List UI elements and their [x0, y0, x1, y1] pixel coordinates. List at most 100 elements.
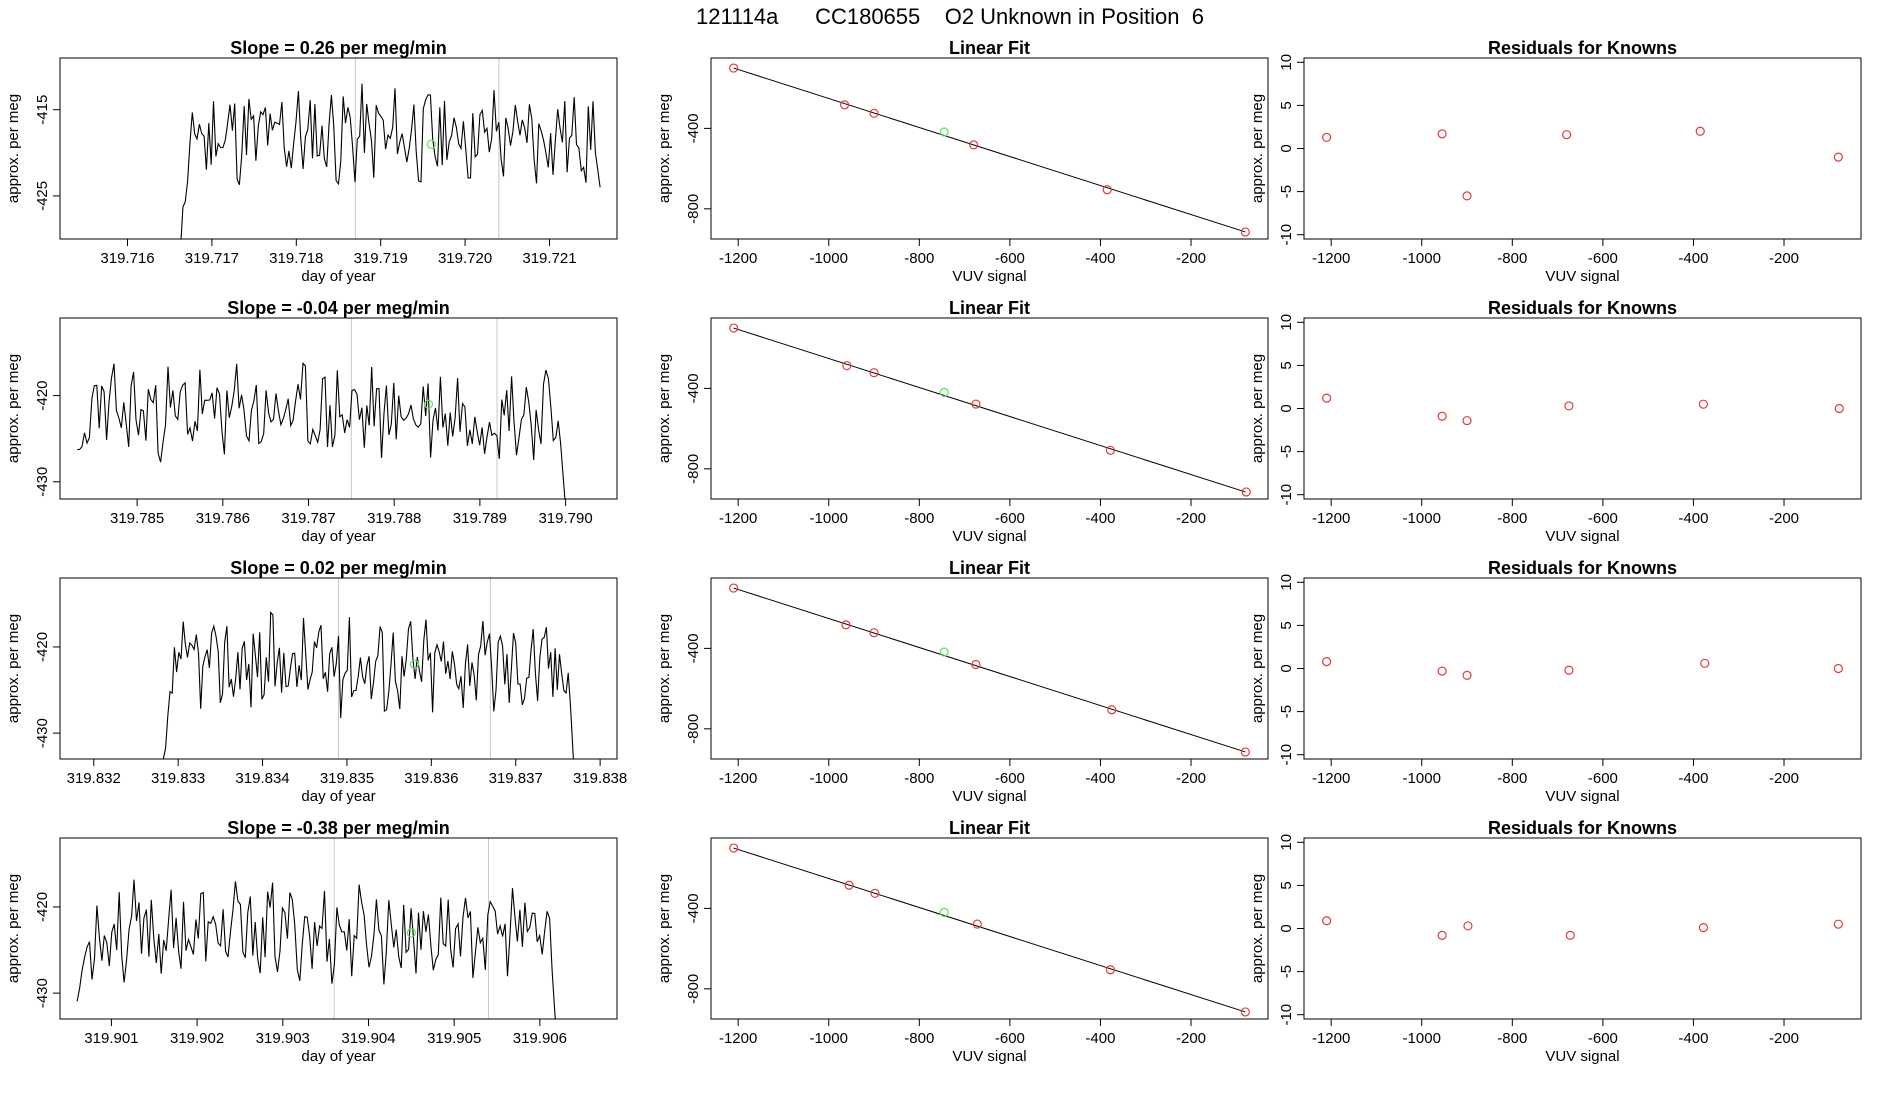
x-tick-label: -1000: [1403, 510, 1441, 527]
x-tick-label: 319.720: [438, 250, 492, 267]
y-tick-label: -425: [34, 181, 51, 211]
known-point: [1833, 919, 1843, 929]
unknown-point: [409, 659, 420, 669]
known-point: [1322, 393, 1332, 403]
plot-area: [1322, 916, 1843, 940]
x-tick-label: -1200: [1312, 770, 1350, 787]
x-tick-label: 319.832: [67, 770, 121, 787]
known-point: [971, 659, 981, 670]
y-tick-label: 5: [1278, 881, 1295, 889]
y-tick-label: -420: [34, 381, 51, 411]
plot-frame: [59, 837, 618, 1020]
plot-area: [1322, 126, 1843, 201]
chart-panel-timeseries-3: Slope = 0.02 per meg/min 319.832 319.833 31…: [5, 558, 627, 805]
y-tick-label: -10: [1278, 224, 1295, 246]
x-tick-label: -200: [1769, 1030, 1799, 1047]
plot-area: [729, 323, 1251, 497]
known-point: [1102, 185, 1112, 195]
y-tick-label: -10: [1278, 484, 1295, 506]
x-tick-label: 319.789: [453, 510, 507, 527]
x-tick-label: 319.718: [269, 250, 323, 267]
x-tick-label: -400: [1678, 510, 1708, 527]
chart-panel-residuals-4: Residuals for Knowns -1200 -1000 -800 -600 -4…: [1249, 818, 1862, 1065]
plot-frame: [710, 317, 1269, 500]
y-tick-label: -420: [34, 632, 51, 662]
plot-frame: [1303, 577, 1862, 760]
x-tick-label: 319.785: [110, 510, 164, 527]
y-tick-label: -5: [1278, 705, 1295, 718]
y-axis-label: approx. per meg: [5, 874, 22, 983]
y-tick-label: -430: [34, 978, 51, 1008]
x-tick-label: -400: [1085, 510, 1115, 527]
known-point: [1462, 415, 1472, 426]
x-axis-label: VUV signal: [1545, 788, 1619, 805]
chart-panel-timeseries-2: Slope = -0.04 per meg/min 319.785 319.786 3…: [5, 298, 618, 545]
x-tick-label: 319.837: [489, 770, 543, 787]
y-tick-label: -400: [685, 373, 702, 403]
x-tick-label: -1200: [719, 510, 757, 527]
chart-panel-residuals-2: Residuals for Knowns -1200 -1000 -800 -600 -4…: [1249, 298, 1862, 545]
plot-frame: [710, 577, 1269, 760]
x-tick-label: 319.786: [196, 510, 250, 527]
y-tick-label: 10: [1278, 54, 1295, 71]
known-point: [869, 628, 879, 638]
known-point: [1833, 152, 1843, 162]
x-tick-label: 319.903: [256, 1030, 310, 1047]
x-tick-label: -400: [1678, 770, 1708, 787]
plot-frame: [1303, 317, 1862, 500]
x-tick-label: 319.902: [170, 1030, 224, 1047]
x-tick-label: -800: [1497, 250, 1527, 267]
chart-title: Linear Fit: [949, 38, 1030, 58]
y-tick-label: -800: [685, 194, 702, 224]
x-tick-label: -1200: [719, 770, 757, 787]
known-point: [1564, 665, 1574, 675]
plot-frame: [1303, 57, 1862, 240]
known-point: [1241, 487, 1251, 497]
y-tick-label: 5: [1278, 621, 1295, 629]
known-point: [1462, 670, 1472, 680]
y-tick-label: -430: [34, 467, 51, 497]
known-point: [1105, 445, 1116, 455]
known-point: [729, 843, 739, 853]
known-point: [972, 919, 982, 929]
known-point: [1437, 411, 1447, 421]
chart-title: Slope = -0.38 per meg/min: [227, 818, 450, 838]
y-tick-label: -400: [685, 113, 702, 143]
plot-area: [77, 318, 566, 499]
known-point: [1834, 403, 1844, 414]
data-series-line: [180, 83, 601, 239]
x-tick-label: -200: [1176, 250, 1206, 267]
unknown-point: [406, 928, 416, 938]
y-tick-label: -5: [1278, 185, 1295, 198]
x-tick-label: -800: [904, 250, 934, 267]
x-tick-label: -1200: [1312, 510, 1350, 527]
y-axis-label: approx. per meg: [656, 614, 673, 723]
chart-title: Residuals for Knowns: [1488, 38, 1677, 58]
x-tick-label: 319.721: [522, 250, 576, 267]
y-tick-label: 0: [1278, 924, 1295, 932]
x-tick-label: -400: [1678, 250, 1708, 267]
known-point: [1698, 399, 1709, 409]
x-tick-label: -600: [1588, 510, 1618, 527]
x-tick-label: -600: [995, 250, 1025, 267]
x-tick-label: 319.836: [404, 770, 458, 787]
chart-title: Residuals for Knowns: [1488, 558, 1677, 578]
chart-panel-residuals-3: Residuals for Knowns -1200 -1000 -800 -600 -4…: [1249, 558, 1862, 805]
plot-area: [729, 63, 1250, 237]
y-tick-label: -800: [685, 454, 702, 484]
x-tick-label: -600: [1588, 770, 1618, 787]
x-tick-label: 319.906: [513, 1030, 567, 1047]
plot-frame: [59, 57, 618, 240]
x-tick-label: -400: [1085, 770, 1115, 787]
known-point: [729, 63, 739, 73]
known-point: [870, 888, 880, 898]
known-point: [1240, 1007, 1250, 1017]
fit-line: [733, 327, 1246, 493]
x-tick-label: -1200: [1312, 250, 1350, 267]
x-tick-label: -1200: [719, 1030, 757, 1047]
y-axis-label: approx. per meg: [1249, 354, 1266, 463]
x-tick-label: -1000: [810, 250, 848, 267]
x-axis-label: day of year: [301, 1048, 375, 1065]
x-tick-label: 319.834: [235, 770, 289, 787]
